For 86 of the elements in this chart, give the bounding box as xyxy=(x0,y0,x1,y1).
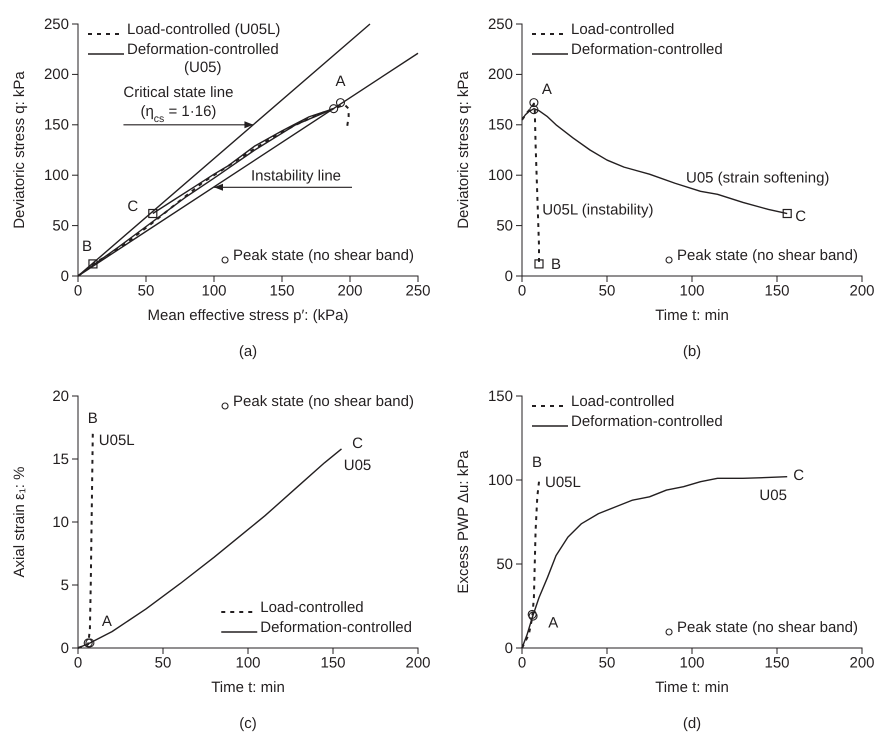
y-tick-label: 10 xyxy=(52,514,69,531)
y-tick-label: 100 xyxy=(488,167,513,184)
x-tick-label: 200 xyxy=(405,654,431,672)
annotation: A xyxy=(548,614,558,632)
x-tick-label: 50 xyxy=(154,654,172,672)
x-tick-label: 200 xyxy=(849,282,875,300)
y-tick-label: 100 xyxy=(44,167,69,184)
annotation: C xyxy=(795,208,806,225)
legend-label: Load-controlled (U05L) xyxy=(127,21,280,38)
annotation: C xyxy=(127,198,138,215)
annotation: C xyxy=(793,466,804,484)
y-tick-label: 100 xyxy=(488,472,513,489)
y-tick-label: 0 xyxy=(504,268,513,285)
y-tick-label: 15 xyxy=(52,450,69,468)
y-tick-label: 20 xyxy=(52,388,69,405)
legend-label: Peak state (no shear band) xyxy=(233,393,414,410)
legend-label: Deformation-controlled xyxy=(571,41,723,58)
legend-label: Load-controlled xyxy=(571,393,674,410)
x-axis-title: Time t: min xyxy=(655,679,729,696)
annotation: A xyxy=(335,72,346,90)
y-axis-title: Axial strain ε₁: % xyxy=(11,466,28,578)
x-tick-label: 200 xyxy=(849,654,875,672)
y-tick-label: 150 xyxy=(44,116,69,134)
y-axis-title: Deviatoric stress q: kPa xyxy=(455,70,472,229)
text: (b) xyxy=(682,343,702,360)
x-tick-label: 0 xyxy=(518,282,526,300)
x-tick-label: 250 xyxy=(405,282,431,300)
y-tick-label: 150 xyxy=(488,388,513,405)
annotation: A xyxy=(102,613,112,630)
x-tick-label: 100 xyxy=(235,654,261,672)
y-tick-label: 150 xyxy=(488,116,513,134)
y-tick-label: 0 xyxy=(60,640,69,657)
x-tick-label: 50 xyxy=(138,282,154,300)
legend-label: Peak state (no shear band) xyxy=(677,247,858,264)
annotation: U05L xyxy=(98,432,135,450)
legend-label: Peak state (no shear band) xyxy=(677,619,858,636)
x-axis-title: Time t: min xyxy=(211,679,285,696)
x-tick-label: 0 xyxy=(74,654,82,672)
legend-label: Deformation-controlled xyxy=(260,619,412,636)
legend-label: Deformation-controlled xyxy=(571,413,723,430)
x-tick-label: 100 xyxy=(679,282,705,300)
y-tick-label: 200 xyxy=(488,66,513,84)
x-tick-label: 0 xyxy=(518,654,526,672)
text: (c) xyxy=(239,715,257,732)
x-tick-label: 150 xyxy=(269,282,295,300)
legend-label: Load-controlled xyxy=(260,599,364,616)
annotation: B xyxy=(88,410,98,428)
annotation: U05L (instability) xyxy=(542,202,654,219)
x-tick-label: 0 xyxy=(74,282,82,300)
legend-label: Load-controlled xyxy=(571,21,674,38)
x-axis-title: Mean effective stress p′: (kPa) xyxy=(148,307,348,324)
y-tick-label: 250 xyxy=(44,16,69,33)
annotation: Instability line xyxy=(250,168,342,185)
annotation: B xyxy=(551,256,562,274)
y-axis-title: Deviatoric stress q: kPa xyxy=(11,70,28,229)
x-tick-label: 150 xyxy=(764,282,790,300)
x-tick-label: 200 xyxy=(337,282,363,300)
annotation: B xyxy=(532,454,542,471)
y-tick-label: 50 xyxy=(496,556,513,573)
y-tick-label: 0 xyxy=(504,640,513,657)
x-axis-title: Time t: min xyxy=(655,307,729,324)
x-tick-label: 100 xyxy=(201,282,227,300)
x-tick-label: 100 xyxy=(679,654,705,672)
y-axis-title: Excess PWP Δu: kPa xyxy=(455,450,472,594)
annotation: U05 xyxy=(344,457,372,474)
y-tick-label: 250 xyxy=(488,16,513,33)
text: (a) xyxy=(238,343,258,360)
y-tick-label: 5 xyxy=(60,576,69,594)
legend-label: Peak state (no shear band) xyxy=(233,247,414,264)
annotation: U05 xyxy=(759,486,787,504)
x-tick-label: 150 xyxy=(764,654,790,672)
y-tick-label: 0 xyxy=(60,268,69,285)
text: (d) xyxy=(682,715,702,732)
x-tick-label: 150 xyxy=(320,654,346,672)
x-tick-label: 50 xyxy=(598,282,616,300)
x-tick-label: 50 xyxy=(598,654,616,672)
y-tick-label: 50 xyxy=(496,217,513,234)
y-tick-label: 200 xyxy=(44,66,69,84)
annotation: U05 (strain softening) xyxy=(686,170,830,187)
annotation: U05L xyxy=(545,474,581,491)
annotation: C xyxy=(352,435,364,452)
legend-label: Deformation-controlled (U05) xyxy=(127,41,279,76)
y-tick-label: 50 xyxy=(52,217,69,234)
annotation: Critical state line (η$_{cs}$ = 1·16) xyxy=(123,84,234,125)
annotation: A xyxy=(542,80,552,98)
annotation: B xyxy=(82,238,92,256)
